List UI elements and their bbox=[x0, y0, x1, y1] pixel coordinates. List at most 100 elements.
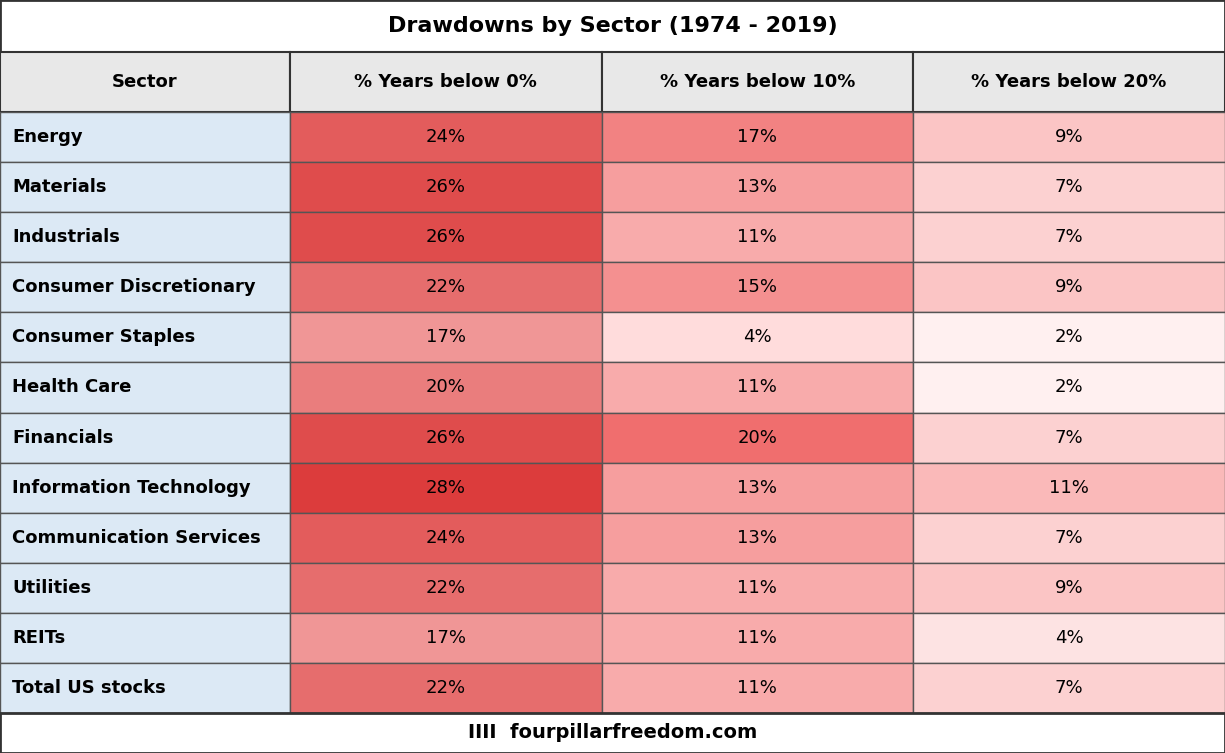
Bar bbox=[601, 162, 914, 212]
Text: % Years below 10%: % Years below 10% bbox=[660, 73, 855, 91]
Bar bbox=[601, 663, 914, 713]
Bar bbox=[0, 212, 290, 262]
Bar bbox=[0, 112, 290, 162]
Text: 17%: 17% bbox=[425, 629, 466, 647]
Text: 11%: 11% bbox=[737, 629, 778, 647]
Text: 26%: 26% bbox=[425, 428, 466, 447]
Bar bbox=[914, 162, 1225, 212]
Text: % Years below 20%: % Years below 20% bbox=[971, 73, 1167, 91]
Bar bbox=[914, 262, 1225, 312]
Text: 24%: 24% bbox=[425, 128, 466, 146]
Text: Communication Services: Communication Services bbox=[12, 529, 261, 547]
Bar bbox=[601, 312, 914, 362]
Text: 2%: 2% bbox=[1055, 379, 1083, 397]
Bar bbox=[290, 413, 601, 462]
Bar bbox=[0, 413, 290, 462]
Text: 9%: 9% bbox=[1055, 128, 1083, 146]
Bar bbox=[914, 562, 1225, 613]
Bar bbox=[601, 112, 914, 162]
Text: 17%: 17% bbox=[737, 128, 778, 146]
Bar bbox=[290, 52, 601, 112]
Text: 15%: 15% bbox=[737, 279, 778, 296]
Text: 4%: 4% bbox=[1055, 629, 1083, 647]
Bar bbox=[290, 212, 601, 262]
Bar bbox=[290, 112, 601, 162]
Bar bbox=[290, 663, 601, 713]
Text: 11%: 11% bbox=[737, 379, 778, 397]
Text: 7%: 7% bbox=[1055, 529, 1083, 547]
Text: 2%: 2% bbox=[1055, 328, 1083, 346]
Bar bbox=[290, 162, 601, 212]
Bar bbox=[0, 663, 290, 713]
Bar bbox=[601, 513, 914, 562]
Text: Consumer Discretionary: Consumer Discretionary bbox=[12, 279, 256, 296]
Text: 7%: 7% bbox=[1055, 428, 1083, 447]
Text: Health Care: Health Care bbox=[12, 379, 131, 397]
Text: 22%: 22% bbox=[425, 279, 466, 296]
Text: 13%: 13% bbox=[737, 529, 778, 547]
Bar bbox=[290, 613, 601, 663]
Bar bbox=[601, 212, 914, 262]
Text: Energy: Energy bbox=[12, 128, 82, 146]
Text: Consumer Staples: Consumer Staples bbox=[12, 328, 195, 346]
Bar bbox=[0, 312, 290, 362]
Bar bbox=[290, 262, 601, 312]
Bar bbox=[601, 52, 914, 112]
Text: 7%: 7% bbox=[1055, 178, 1083, 196]
Bar bbox=[290, 462, 601, 513]
Bar bbox=[914, 513, 1225, 562]
Bar bbox=[914, 462, 1225, 513]
Text: 17%: 17% bbox=[425, 328, 466, 346]
Bar bbox=[914, 663, 1225, 713]
Bar bbox=[0, 0, 1225, 52]
Bar bbox=[0, 162, 290, 212]
Bar bbox=[0, 52, 290, 112]
Bar bbox=[601, 413, 914, 462]
Text: 26%: 26% bbox=[425, 228, 466, 246]
Bar bbox=[914, 613, 1225, 663]
Text: 7%: 7% bbox=[1055, 228, 1083, 246]
Bar bbox=[0, 613, 290, 663]
Text: 11%: 11% bbox=[1049, 479, 1089, 497]
Text: 20%: 20% bbox=[737, 428, 778, 447]
Bar bbox=[914, 112, 1225, 162]
Text: Financials: Financials bbox=[12, 428, 114, 447]
Text: 22%: 22% bbox=[425, 579, 466, 597]
Text: IIII  fourpillarfreedom.com: IIII fourpillarfreedom.com bbox=[468, 724, 757, 742]
Bar bbox=[0, 562, 290, 613]
Text: 28%: 28% bbox=[425, 479, 466, 497]
Text: Materials: Materials bbox=[12, 178, 107, 196]
Bar bbox=[290, 312, 601, 362]
Bar bbox=[601, 562, 914, 613]
Bar bbox=[0, 362, 290, 413]
Text: 13%: 13% bbox=[737, 479, 778, 497]
Text: Total US stocks: Total US stocks bbox=[12, 679, 165, 697]
Text: % Years below 0%: % Years below 0% bbox=[354, 73, 537, 91]
Text: Utilities: Utilities bbox=[12, 579, 91, 597]
Bar bbox=[914, 362, 1225, 413]
Text: 11%: 11% bbox=[737, 679, 778, 697]
Bar bbox=[914, 212, 1225, 262]
Bar bbox=[0, 513, 290, 562]
Text: 11%: 11% bbox=[737, 228, 778, 246]
Bar bbox=[290, 513, 601, 562]
Text: Sector: Sector bbox=[111, 73, 178, 91]
Bar bbox=[0, 262, 290, 312]
Text: 20%: 20% bbox=[426, 379, 466, 397]
Text: 24%: 24% bbox=[425, 529, 466, 547]
Bar bbox=[0, 713, 1225, 753]
Text: Industrials: Industrials bbox=[12, 228, 120, 246]
Text: REITs: REITs bbox=[12, 629, 65, 647]
Text: 4%: 4% bbox=[744, 328, 772, 346]
Text: 11%: 11% bbox=[737, 579, 778, 597]
Bar bbox=[601, 613, 914, 663]
Bar bbox=[290, 562, 601, 613]
Bar bbox=[290, 362, 601, 413]
Bar bbox=[914, 52, 1225, 112]
Text: 7%: 7% bbox=[1055, 679, 1083, 697]
Bar bbox=[601, 362, 914, 413]
Bar bbox=[914, 312, 1225, 362]
Bar bbox=[0, 462, 290, 513]
Bar bbox=[601, 262, 914, 312]
Text: 13%: 13% bbox=[737, 178, 778, 196]
